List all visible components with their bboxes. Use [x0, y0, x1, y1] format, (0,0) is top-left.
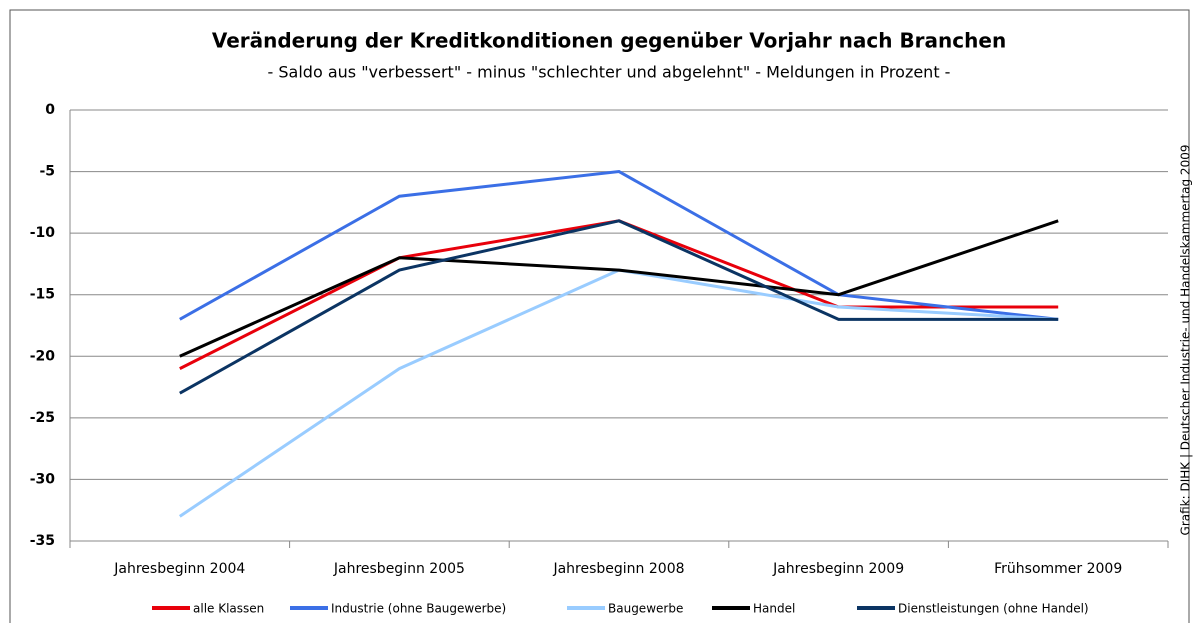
legend-label: alle Klassen: [193, 602, 264, 616]
y-tick-label: -35: [30, 533, 55, 549]
x-tick-label: Frühsommer 2009: [994, 561, 1122, 577]
series-line: [179, 170, 1059, 321]
source-note: Grafik: DIHK | Deutscher Industrie- und …: [1179, 145, 1193, 536]
y-tick-label: -25: [30, 410, 55, 426]
legend-label: Handel: [753, 602, 795, 616]
chart-title: Veränderung der Kreditkonditionen gegenü…: [212, 29, 1006, 53]
legend-label: Dienstleistungen (ohne Handel): [898, 602, 1089, 616]
y-tick-label: -10: [30, 225, 56, 241]
series-line: [179, 219, 1059, 358]
legend-label: Baugewerbe: [608, 602, 683, 616]
y-tick-label: -15: [30, 287, 55, 303]
x-tick-label: Jahresbeginn 2009: [772, 561, 904, 577]
x-tick-label: Jahresbeginn 2008: [552, 561, 684, 577]
y-tick-label: -30: [30, 471, 56, 487]
chart-subtitle: - Saldo aus "verbessert" - minus "schlec…: [268, 63, 951, 82]
y-tick-label: 0: [45, 102, 55, 118]
y-tick-label: -5: [39, 164, 55, 180]
x-tick-label: Jahresbeginn 2004: [113, 561, 245, 577]
y-tick-label: -20: [30, 348, 56, 364]
x-tick-label: Jahresbeginn 2005: [333, 561, 465, 577]
series-line: [179, 219, 1059, 395]
legend-label: Industrie (ohne Baugewerbe): [331, 602, 506, 616]
